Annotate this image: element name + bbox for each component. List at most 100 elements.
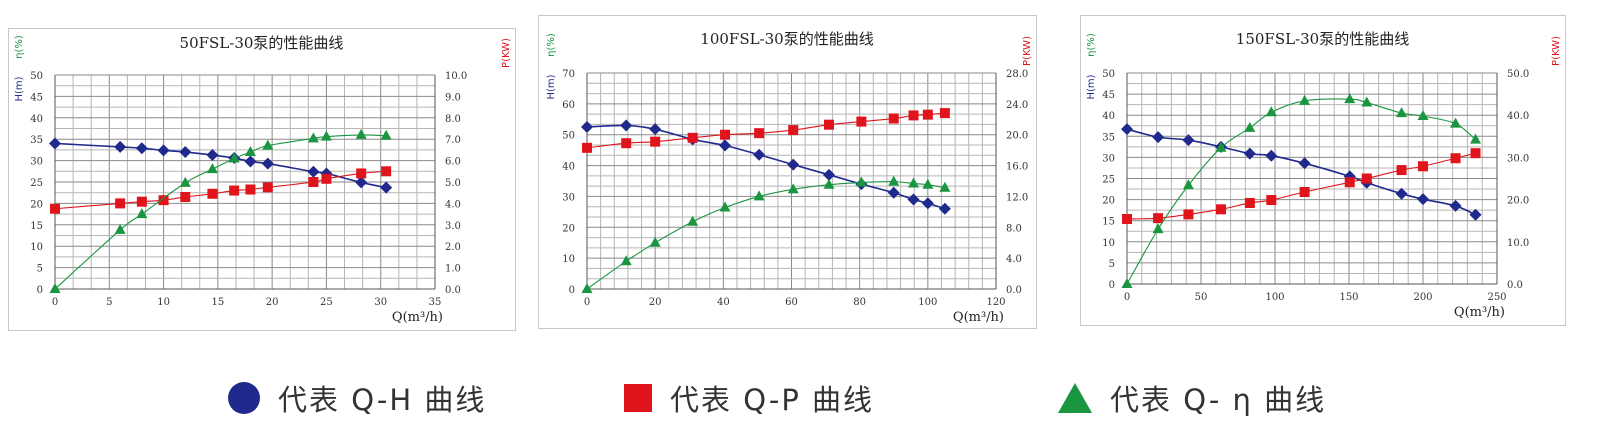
- y-tick-label-left: 70: [562, 69, 575, 80]
- chart-frame: [8, 28, 516, 331]
- data-point-head: [1449, 199, 1462, 212]
- data-point-efficiency: [320, 130, 332, 141]
- x-tick-label: 15: [211, 297, 224, 308]
- y-tick-label-right: 8.0: [445, 114, 461, 125]
- data-point-head: [244, 155, 257, 168]
- data-point-power: [922, 109, 933, 120]
- y-tick-label-right: 9.0: [445, 92, 461, 103]
- data-point-head: [921, 197, 934, 210]
- chart-title: 50FSL-30泵的性能曲线: [180, 34, 344, 52]
- data-point-head: [261, 157, 274, 170]
- y-tick-label-left: 30: [562, 192, 575, 203]
- data-point-efficiency: [649, 236, 661, 247]
- data-point-power: [582, 142, 592, 153]
- data-point-power: [1299, 187, 1310, 198]
- x-tick-label: 0: [52, 297, 58, 308]
- data-point-head: [1417, 193, 1429, 206]
- data-point-head: [206, 149, 219, 162]
- data-point-power: [158, 195, 169, 206]
- data-point-head: [1182, 134, 1195, 147]
- data-point-head: [581, 121, 593, 133]
- data-point-head: [907, 193, 920, 206]
- data-point-efficiency: [908, 177, 920, 188]
- y-tick-label-right: 20.0: [1006, 131, 1028, 142]
- data-point-efficiency: [1361, 96, 1373, 107]
- data-point-power: [1361, 173, 1372, 184]
- y-tick-label-right: 5.0: [445, 178, 461, 189]
- x-tick-label: 150: [1339, 292, 1358, 303]
- data-point-head: [1152, 131, 1165, 144]
- data-point-head: [822, 168, 835, 181]
- chart-frame: [538, 15, 1037, 329]
- data-point-efficiency: [179, 176, 191, 187]
- data-point-power: [788, 125, 799, 136]
- data-point-efficiency: [787, 183, 799, 194]
- data-point-power: [650, 136, 661, 147]
- data-point-power: [1266, 195, 1277, 206]
- y-tick-label-left: 40: [1102, 111, 1115, 122]
- data-point-efficiency: [49, 283, 61, 293]
- y-tick-label-left: 15: [30, 221, 43, 232]
- y-tick-label-left: 30: [30, 157, 43, 168]
- y-tick-label-left: 15: [1102, 217, 1115, 228]
- data-point-power: [262, 182, 273, 193]
- chart-1: 0 5 10 15 20 25 30 35 0 5 10 15 20 25 30 35 40 45 50 0.0 1.0…: [8, 28, 516, 331]
- y-tick-label-left: 50: [1102, 69, 1115, 80]
- x-tick-label: 250: [1487, 292, 1506, 303]
- data-point-efficiency: [687, 215, 699, 226]
- data-point-efficiency: [307, 132, 319, 143]
- data-point-efficiency: [1244, 121, 1256, 132]
- y-tick-label-right: 2.0: [445, 242, 461, 253]
- x-tick-label: 120: [986, 297, 1005, 308]
- data-point-power: [381, 166, 392, 177]
- y-tick-label-left: 10: [30, 242, 43, 253]
- data-point-head: [938, 202, 951, 215]
- legend-label: 代表 Q-P 曲线: [670, 383, 875, 417]
- y-tick-label-left: 0: [569, 285, 575, 296]
- y-tick-label-left: 20: [562, 223, 575, 234]
- y-tick-label-left: 5: [1109, 259, 1115, 270]
- y-tick-label-left: 50: [30, 71, 43, 82]
- y-tick-label-right: 28.0: [1006, 69, 1028, 80]
- legend-triangle-icon: [1058, 383, 1092, 413]
- x-tick-label: 0: [584, 297, 590, 308]
- data-point-power: [1344, 177, 1355, 188]
- y-axis-label-power: P(KW): [501, 38, 512, 68]
- y-tick-label-left: 40: [30, 114, 43, 125]
- data-point-head: [380, 181, 393, 194]
- x-tick-label: 20: [649, 297, 662, 308]
- y-tick-label-right: 4.0: [445, 199, 461, 210]
- y-tick-label-left: 35: [30, 135, 43, 146]
- data-point-power: [888, 113, 899, 124]
- x-tick-label: 10: [157, 297, 170, 308]
- chart-frame: [1080, 15, 1566, 326]
- y-axis-label-efficiency: η(%): [546, 33, 557, 57]
- data-point-efficiency: [823, 178, 835, 189]
- data-point-head: [307, 165, 320, 178]
- legend-label: 代表 Q-H 曲线: [278, 383, 487, 417]
- data-point-power: [939, 108, 950, 119]
- data-point-power: [229, 185, 240, 196]
- data-point-power: [1418, 161, 1428, 172]
- data-point-power: [720, 129, 731, 140]
- data-point-efficiency: [888, 175, 900, 186]
- data-point-efficiency: [939, 181, 951, 192]
- legend-item-qh: 代表 Q-H 曲线: [228, 376, 486, 420]
- data-point-power: [1450, 153, 1461, 164]
- y-tick-label-right: 0.0: [445, 285, 461, 296]
- data-point-power: [308, 177, 319, 187]
- y-tick-label-right: 0.0: [1507, 280, 1523, 291]
- x-tick-label: 0: [1124, 292, 1130, 303]
- x-tick-label: 200: [1413, 292, 1432, 303]
- x-axis-label: Q(m³/h): [1454, 305, 1505, 320]
- data-point-power: [621, 138, 632, 149]
- y-tick-label-right: 3.0: [445, 221, 461, 232]
- data-point-head: [1121, 123, 1133, 136]
- data-point-power: [856, 116, 867, 127]
- data-point-head: [135, 142, 148, 155]
- chart-3: 0 50 100 150 200 250 0 5 10 15 20 25 30 35 40 45 50 0.0 10…: [1080, 15, 1566, 326]
- data-point-head: [887, 186, 900, 199]
- legend-item-qp: 代表 Q-P 曲线: [624, 376, 874, 420]
- y-axis-label-power: P(KW): [1022, 36, 1033, 66]
- y-tick-label-right: 16.0: [1006, 162, 1028, 173]
